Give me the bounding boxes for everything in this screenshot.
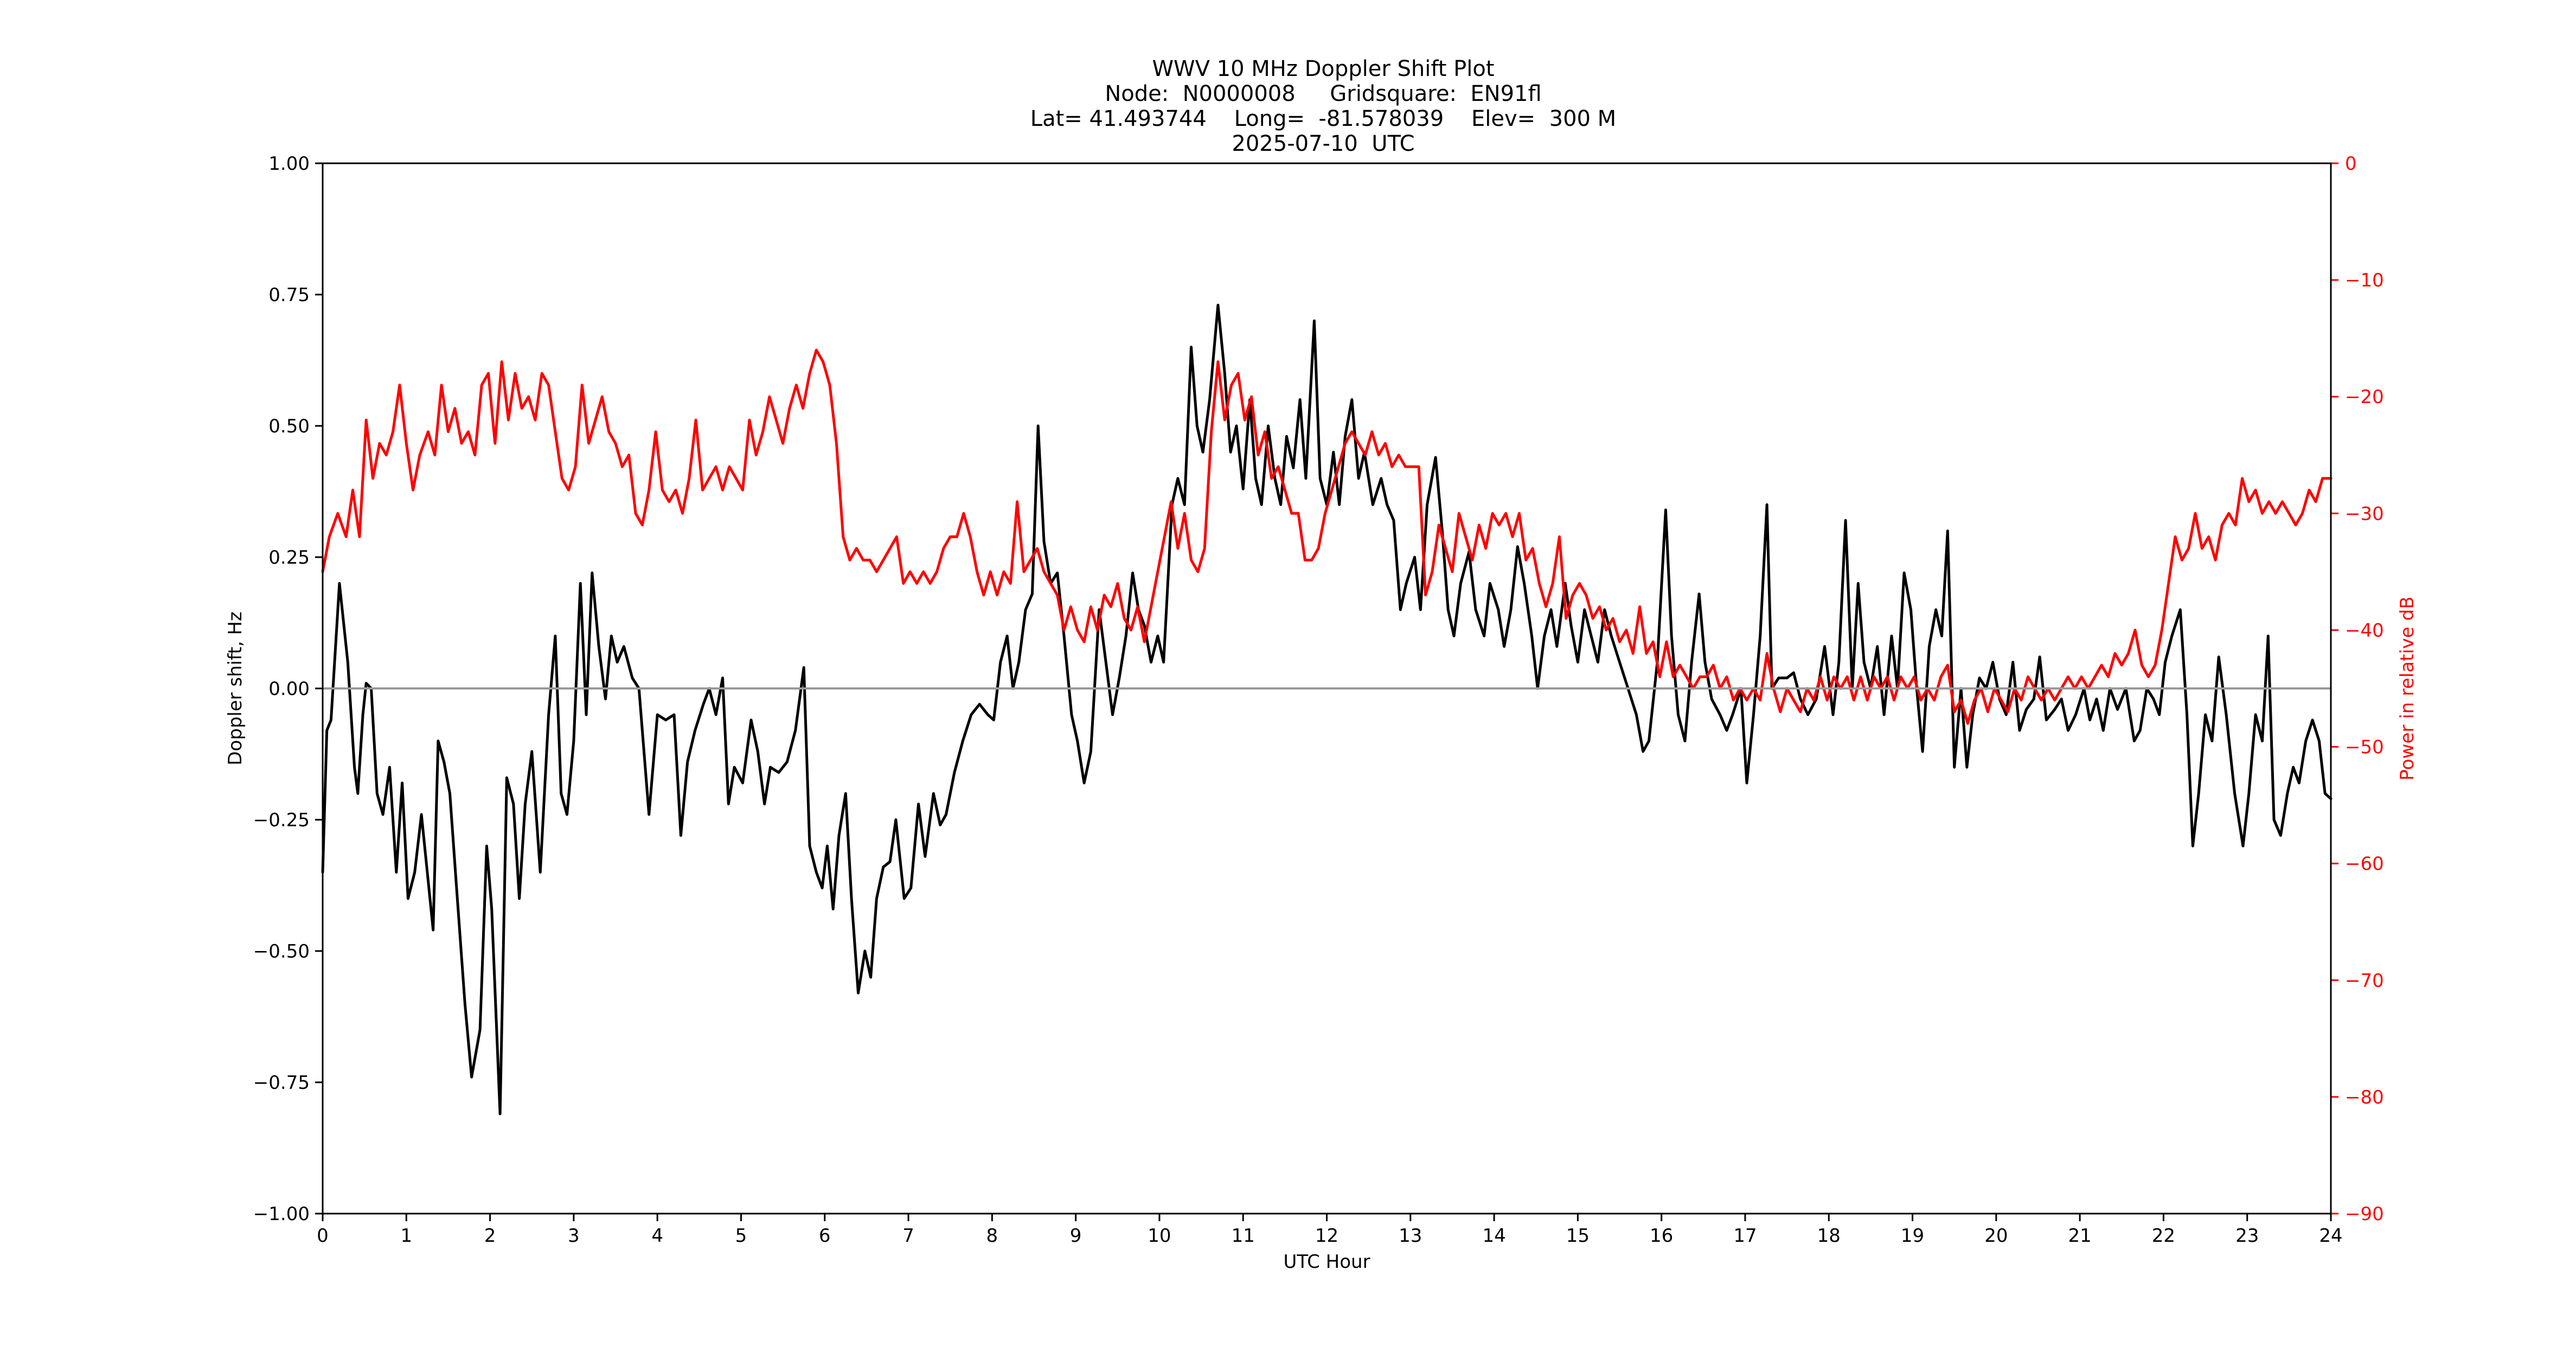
x-tick-label: 12 (1315, 1225, 1338, 1247)
y-right-tick-label: −30 (2345, 503, 2384, 525)
y-left-tick-label: −0.75 (253, 1072, 310, 1094)
x-tick-label: 1 (400, 1225, 412, 1247)
x-tick-label: 16 (1650, 1225, 1673, 1247)
x-tick-label: 20 (1984, 1225, 2008, 1247)
x-tick-label: 18 (1817, 1225, 1841, 1247)
chart-title: WWV 10 MHz Doppler Shift Plot Node: N000… (1030, 56, 1616, 156)
series-layer (321, 303, 2333, 1115)
y-left-tick-label: 0.00 (268, 678, 310, 700)
title-line-3: Lat= 41.493744 Long= -81.578039 Elev= 30… (1030, 106, 1616, 131)
y-axis-label-left: Doppler shift, Hz (225, 611, 246, 765)
plot-frame (322, 162, 2332, 1215)
x-tick-label: 7 (902, 1225, 914, 1247)
doppler-series-line (321, 303, 2333, 1115)
y-right-tick-label: −10 (2345, 270, 2384, 291)
x-tick-label: 14 (1482, 1225, 1505, 1247)
y-right-tick-label: −90 (2345, 1203, 2384, 1225)
x-tick-label: 11 (1232, 1225, 1255, 1247)
x-tick-label: 17 (1733, 1225, 1757, 1247)
y-right-tick-label: −40 (2345, 620, 2384, 641)
y-right-tick-label: 0 (2345, 153, 2357, 175)
y-left-tick-label: −0.50 (253, 941, 310, 962)
y-left-tick-label: −1.00 (253, 1203, 310, 1225)
y-right-tick-label: −70 (2345, 970, 2384, 992)
x-tick-label: 8 (986, 1225, 998, 1247)
x-tick-label: 9 (1070, 1225, 1082, 1247)
y-right-tick-label: −60 (2345, 853, 2384, 875)
x-tick-label: 22 (2152, 1225, 2175, 1247)
x-tick-label: 13 (1399, 1225, 1422, 1247)
x-tick-label: 21 (2068, 1225, 2091, 1247)
x-axis-label: UTC Hour (1283, 1251, 1370, 1273)
x-tick-label: 24 (2319, 1225, 2342, 1247)
x-tick-label: 0 (317, 1225, 329, 1247)
y-left-tick-label: 0.25 (268, 547, 310, 569)
x-tick-label: 6 (819, 1225, 831, 1247)
y-right-tick-label: −80 (2345, 1087, 2384, 1108)
y-right-tick-label: −50 (2345, 737, 2384, 758)
x-tick-label: 5 (735, 1225, 747, 1247)
y-axis-label-right: Power in relative dB (2396, 596, 2418, 780)
y-left-tick-label: 0.75 (268, 284, 310, 306)
y-left-tick-label: 0.50 (268, 416, 310, 437)
x-tick-label: 19 (1901, 1225, 1924, 1247)
title-line-4: 2025-07-10 UTC (1232, 131, 1414, 156)
y-left-tick-label: −0.25 (253, 809, 310, 831)
title-line-2: Node: N0000008 Gridsquare: EN91fl (1105, 81, 1541, 106)
title-line-1: WWV 10 MHz Doppler Shift Plot (1152, 56, 1494, 81)
x-tick-label: 23 (2235, 1225, 2259, 1247)
power-series-line (321, 348, 2333, 725)
x-tick-label: 4 (651, 1225, 663, 1247)
y-right-tick-label: −20 (2345, 386, 2384, 408)
ticks-layer: 0 1 2 3 4 5 6 7 8 9 10 11 12 13 14 15 16 17 18 19 20 21 22 23 24… (253, 153, 2384, 1247)
x-tick-label: 3 (568, 1225, 580, 1247)
x-tick-label: 2 (484, 1225, 496, 1247)
x-tick-label: 15 (1566, 1225, 1590, 1247)
x-tick-label: 10 (1148, 1225, 1171, 1247)
y-left-tick-label: 1.00 (268, 153, 310, 175)
